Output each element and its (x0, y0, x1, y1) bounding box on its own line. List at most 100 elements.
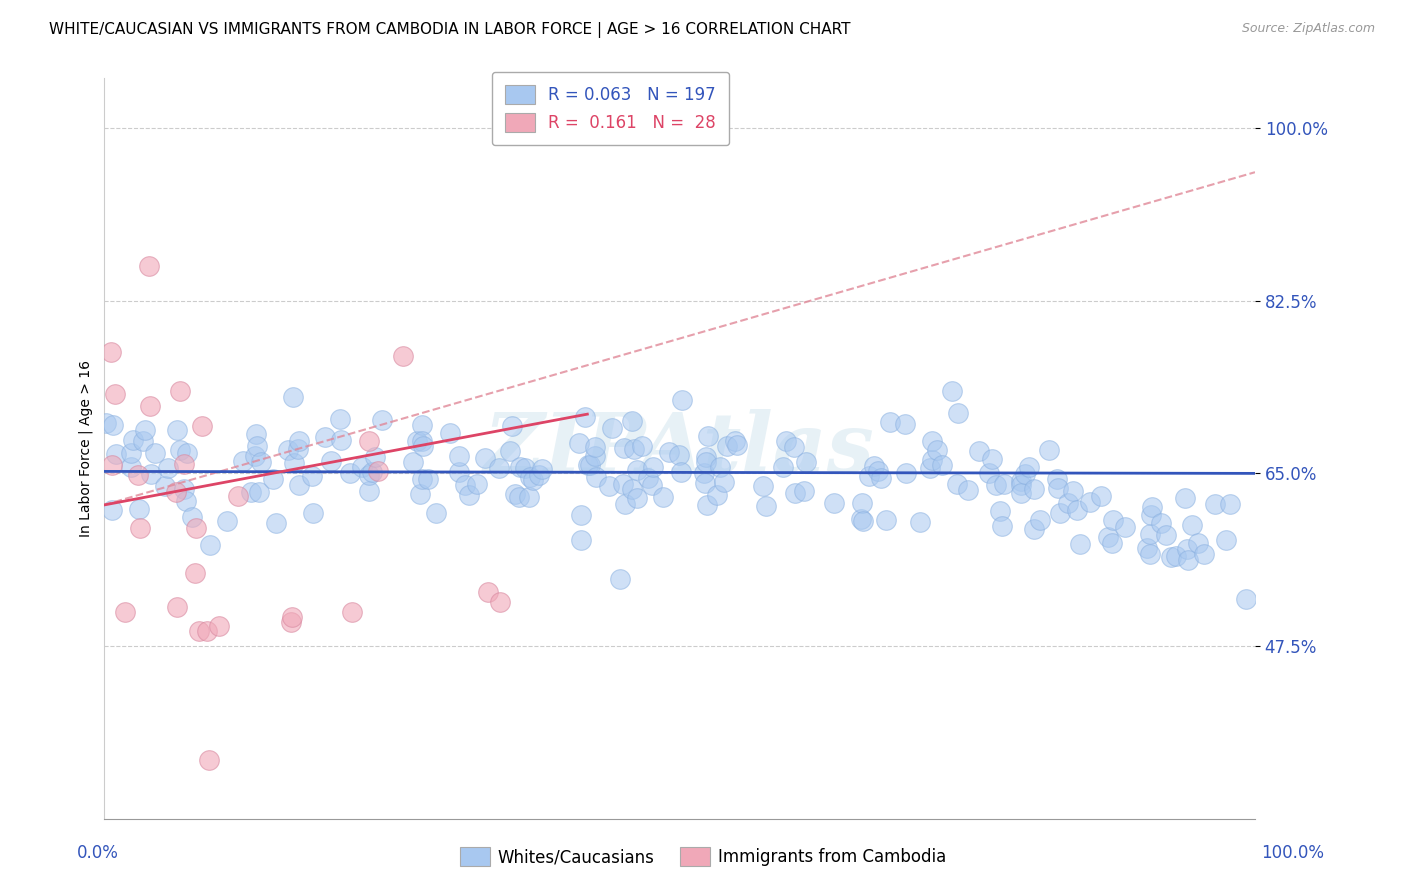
Point (849, 512, 872, 526)
Point (623, 442, 645, 456)
Legend: Whites/Caucasians, Immigrants from Cambodia: Whites/Caucasians, Immigrants from Cambo… (453, 840, 953, 873)
Point (894, 467, 917, 481)
Point (571, 533, 593, 547)
Point (188, 624, 211, 639)
Point (1181, 518, 1204, 533)
Point (198, 753, 221, 767)
Point (531, 462, 554, 476)
Point (329, 412, 352, 426)
Point (173, 458, 195, 472)
Point (412, 439, 434, 453)
Point (695, 476, 717, 491)
Point (129, 521, 152, 535)
Point (1154, 528, 1177, 542)
Point (1066, 503, 1088, 517)
Point (612, 476, 634, 491)
Point (402, 455, 425, 469)
Point (522, 473, 544, 487)
Point (169, 384, 191, 399)
Point (1192, 547, 1215, 561)
Point (439, 425, 461, 440)
Point (1139, 527, 1161, 541)
Point (993, 477, 1015, 491)
Point (339, 466, 361, 480)
Point (287, 442, 309, 456)
Point (1139, 547, 1161, 561)
Point (350, 459, 373, 474)
Point (1215, 533, 1237, 547)
Point (598, 479, 620, 493)
Point (411, 418, 433, 433)
Point (301, 468, 323, 483)
Point (695, 455, 717, 469)
Point (134, 424, 156, 438)
Point (474, 450, 496, 465)
Point (232, 453, 254, 467)
Point (852, 514, 875, 528)
Point (696, 498, 718, 512)
Point (104, 387, 127, 401)
Point (1010, 474, 1032, 488)
Point (508, 490, 530, 504)
Point (571, 508, 593, 523)
Point (869, 471, 891, 485)
Point (643, 459, 665, 474)
Point (247, 485, 270, 500)
Point (330, 433, 353, 447)
Point (100, 345, 122, 359)
Point (1097, 530, 1119, 544)
Point (288, 434, 311, 448)
Point (568, 435, 591, 450)
Point (321, 454, 343, 468)
Point (94, 416, 117, 430)
Point (585, 470, 607, 484)
Point (184, 521, 207, 535)
Point (411, 434, 433, 449)
Point (921, 453, 943, 467)
Point (669, 465, 692, 479)
Point (658, 445, 681, 459)
Point (477, 585, 499, 599)
Point (1177, 553, 1199, 567)
Point (183, 566, 205, 580)
Point (371, 413, 394, 427)
Point (392, 349, 415, 363)
Point (457, 488, 479, 502)
Point (969, 444, 991, 458)
Point (1160, 549, 1182, 564)
Point (988, 504, 1011, 518)
Point (519, 470, 541, 484)
Point (449, 449, 471, 463)
Point (980, 451, 1002, 466)
Point (169, 442, 191, 457)
Text: 100.0%: 100.0% (1261, 844, 1324, 862)
Point (977, 466, 1000, 480)
Point (626, 462, 648, 476)
Point (706, 488, 728, 502)
Point (499, 444, 522, 458)
Point (262, 472, 284, 486)
Point (794, 455, 817, 469)
Point (283, 456, 305, 470)
Point (1204, 497, 1226, 511)
Point (488, 460, 510, 475)
Point (695, 450, 717, 465)
Point (1028, 513, 1050, 527)
Point (946, 477, 969, 491)
Point (1150, 516, 1173, 530)
Point (1038, 442, 1060, 457)
Point (501, 419, 523, 434)
Point (128, 502, 150, 516)
Point (425, 506, 447, 520)
Point (1175, 542, 1198, 557)
Point (783, 440, 806, 454)
Point (1164, 549, 1187, 563)
Point (1136, 541, 1159, 556)
Point (1174, 491, 1197, 505)
Point (1010, 478, 1032, 492)
Point (775, 434, 797, 449)
Point (103, 417, 125, 432)
Point (574, 410, 596, 425)
Point (207, 619, 229, 633)
Point (614, 497, 637, 511)
